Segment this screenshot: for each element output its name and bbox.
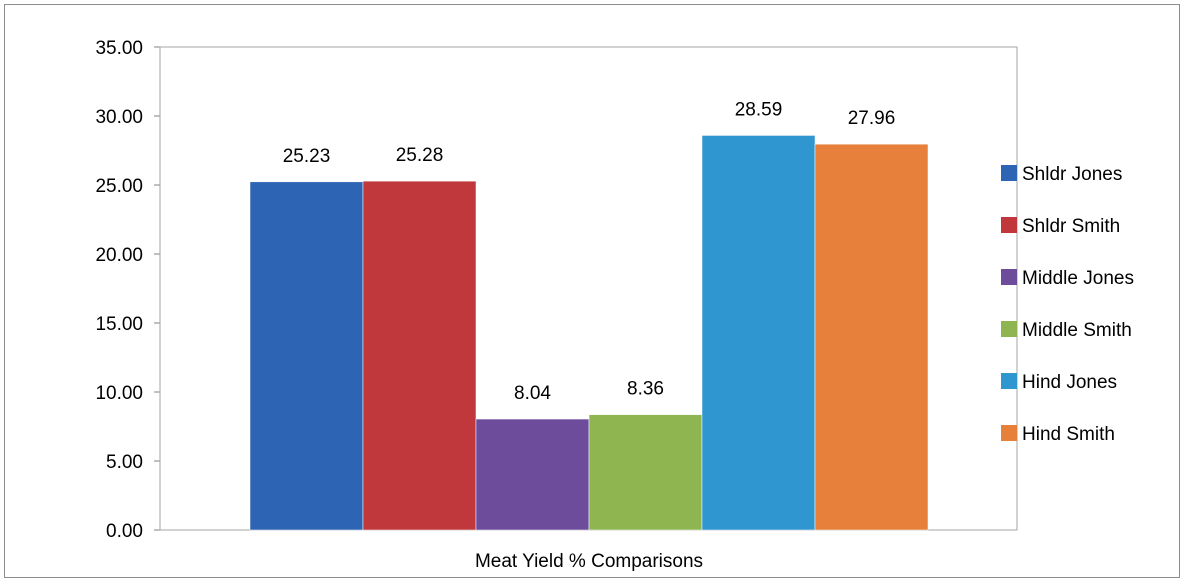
y-tick-label: 30.00	[95, 107, 143, 128]
legend-swatch	[1001, 269, 1017, 285]
y-tick-label: 0.00	[106, 521, 143, 542]
bar-middle-smith	[588, 414, 703, 531]
y-axis-ticks: 0.00 5.00 10.00 15.00 20.00 25.00 30.00 35.00	[95, 38, 143, 542]
y-tick-label: 15.00	[95, 314, 143, 335]
legend-swatch	[1001, 165, 1017, 181]
legend-label: Middle Jones	[1022, 268, 1134, 289]
legend-swatch	[1001, 373, 1017, 389]
legend-label: Middle Smith	[1022, 320, 1132, 341]
data-label: 28.59	[735, 99, 783, 120]
bar-middle-jones	[475, 418, 590, 531]
data-labels: 25.23 25.28 8.04 8.36 28.59 27.96	[283, 99, 896, 404]
y-tick-label: 10.00	[95, 383, 143, 404]
y-tick-label: 25.00	[95, 176, 143, 197]
legend-label: Hind Jones	[1022, 372, 1117, 393]
bar-shldr-jones	[249, 181, 364, 531]
legend: Shldr Jones Shldr Smith Middle Jones Middle…	[1001, 164, 1134, 445]
bar-hind-smith	[814, 143, 929, 531]
y-tick-label: 35.00	[95, 38, 143, 59]
data-label: 8.36	[627, 379, 664, 400]
legend-swatch	[1001, 425, 1017, 441]
data-label: 25.28	[396, 145, 444, 166]
legend-swatch	[1001, 217, 1017, 233]
y-tick-label: 5.00	[106, 452, 143, 473]
data-label: 25.23	[283, 146, 331, 167]
data-label: 8.04	[514, 383, 551, 404]
legend-label: Hind Smith	[1022, 424, 1115, 445]
bars	[249, 135, 929, 531]
legend-label: Shldr Jones	[1022, 164, 1122, 185]
bar-shldr-smith	[362, 180, 477, 531]
y-tick-label: 20.00	[95, 245, 143, 266]
x-axis-label: Meat Yield % Comparisons	[475, 551, 703, 572]
bar-hind-jones	[701, 135, 816, 531]
legend-swatch	[1001, 321, 1017, 337]
legend-label: Shldr Smith	[1022, 216, 1120, 237]
data-label: 27.96	[848, 108, 896, 129]
